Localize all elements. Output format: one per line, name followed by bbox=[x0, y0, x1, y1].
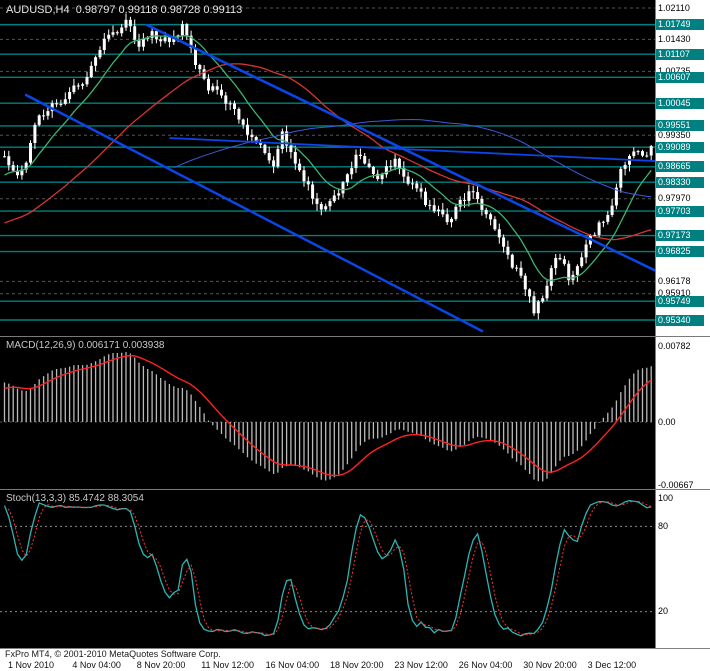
stoch-scale-label: 80 bbox=[658, 520, 669, 531]
chart-title: AUDUSD,H4 0.98797 0.99118 0.98728 0.9911… bbox=[6, 4, 242, 16]
price-level-label: 0.99551 bbox=[656, 120, 704, 132]
stoch-scale-label: 20 bbox=[658, 606, 669, 617]
price-level-label: 1.00045 bbox=[656, 97, 704, 109]
time-scale-label: 16 Nov 04:00 bbox=[265, 660, 320, 670]
price-scale-label: 1.02110 bbox=[658, 2, 690, 13]
price-scale-label: 0.95910 bbox=[658, 288, 691, 299]
price-level-label: 0.99089 bbox=[656, 141, 704, 153]
ohlc-values: 0.98797 0.99118 0.98728 0.99113 bbox=[75, 4, 243, 16]
stochastic-plot[interactable] bbox=[0, 499, 655, 637]
price-level-label: 1.01749 bbox=[656, 19, 704, 31]
stoch-values: 85.4742 88.3054 bbox=[68, 493, 144, 504]
macd-indicator-label: MACD(12,26,9) 0.006171 0.003938 bbox=[6, 340, 164, 351]
price-level-label: 0.95749 bbox=[656, 295, 704, 307]
price-level-label: 0.98330 bbox=[656, 176, 704, 188]
time-axis[interactable] bbox=[0, 648, 710, 671]
panel-separator-stoch[interactable] bbox=[0, 489, 710, 490]
stoch-name: Stoch(13,3,3) bbox=[6, 493, 67, 504]
time-scale-label: 1 Nov 2010 bbox=[8, 660, 55, 670]
main-price-plot[interactable] bbox=[0, 7, 710, 333]
time-scale-label: 26 Nov 04:00 bbox=[458, 660, 513, 670]
price-scale-label: 1.01430 bbox=[658, 33, 691, 44]
price-level-label: 0.98665 bbox=[656, 161, 704, 173]
macd-name: MACD(12,26,9) bbox=[6, 340, 76, 351]
stoch-indicator-label: Stoch(13,3,3) 85.4742 88.3054 bbox=[6, 493, 144, 504]
time-scale-label: 23 Nov 12:00 bbox=[394, 660, 448, 670]
macd-plot[interactable] bbox=[0, 352, 655, 482]
time-scale-label: 18 Nov 20:00 bbox=[330, 660, 384, 670]
macd-scale-label: 0.00782 bbox=[658, 341, 691, 352]
macd-scale-label: 0.00 bbox=[658, 416, 676, 427]
price-level-label: 1.00607 bbox=[656, 71, 704, 83]
time-scale-label: 4 Nov 04:00 bbox=[72, 660, 121, 670]
time-scale-label: 30 Nov 20:00 bbox=[523, 660, 577, 670]
price-scale-label: 0.97970 bbox=[658, 193, 691, 204]
price-scale-label: 1.00735 bbox=[658, 66, 691, 77]
price-scale-label: 0.96178 bbox=[658, 275, 691, 286]
time-scale-label: 11 Nov 12:00 bbox=[201, 660, 255, 670]
price-level-label: 1.01107 bbox=[656, 48, 704, 60]
price-level-label: 0.96825 bbox=[656, 246, 704, 258]
macd-scale-label: -0.00667 bbox=[658, 480, 694, 491]
macd-values: 0.006171 0.003938 bbox=[78, 340, 165, 351]
stoch-scale-label: 100 bbox=[658, 492, 674, 503]
symbol-timeframe: AUDUSD,H4 bbox=[6, 4, 70, 16]
price-level-label: 0.97703 bbox=[656, 205, 704, 217]
panel-separator-macd[interactable] bbox=[0, 336, 710, 337]
time-scale-label: 8 Nov 20:00 bbox=[136, 660, 186, 670]
copyright-text: FxPro MT4, © 2001-2010 MetaQuotes Softwa… bbox=[5, 649, 221, 659]
time-scale-label: 3 Dec 12:00 bbox=[587, 660, 637, 670]
price-scale-label: 0.99350 bbox=[658, 129, 691, 140]
price-level-label: 0.97173 bbox=[656, 230, 704, 242]
price-level-label: 0.95340 bbox=[656, 314, 704, 326]
